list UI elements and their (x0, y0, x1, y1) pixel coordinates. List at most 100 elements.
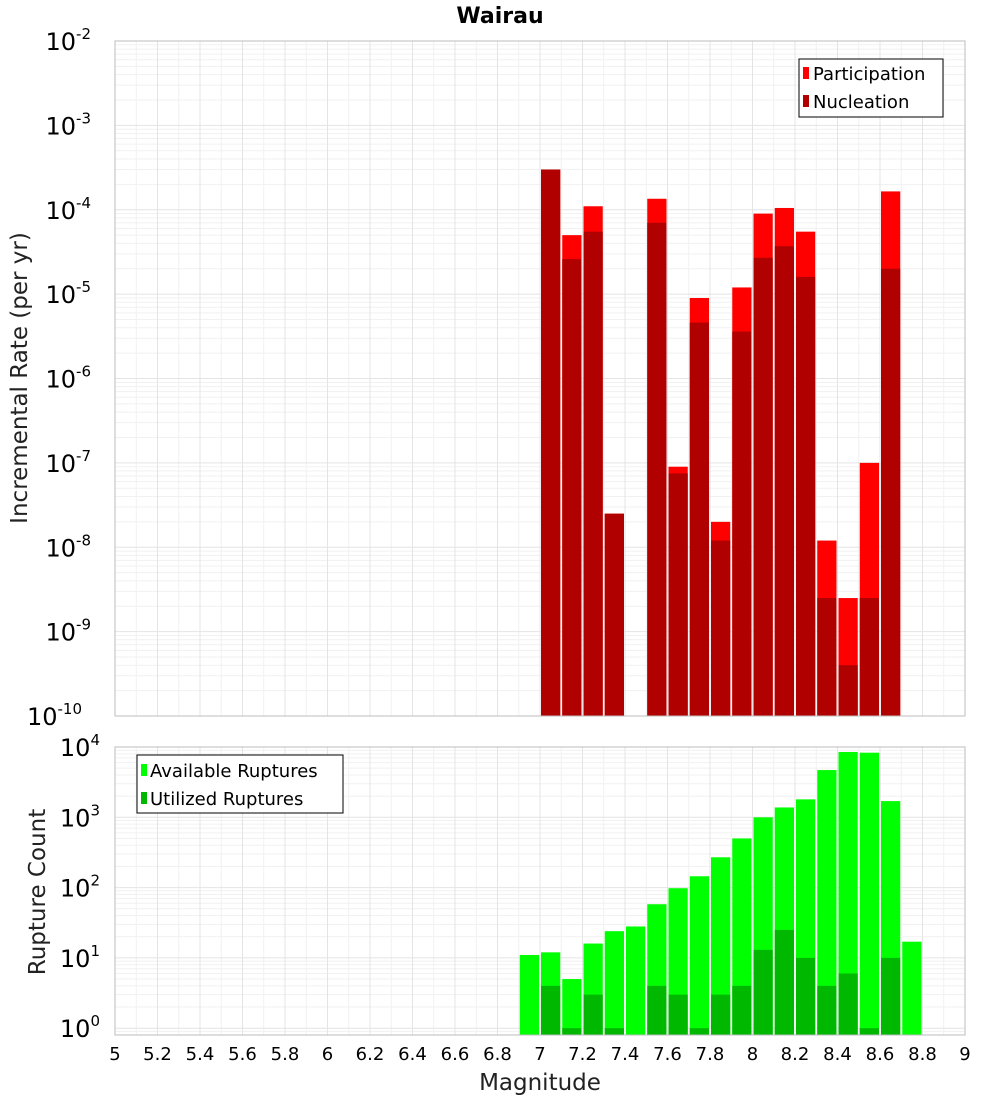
x-tick-label: 8 (747, 1044, 758, 1065)
legend-swatch-utilized (141, 792, 147, 804)
x-tick-label: 5 (109, 1044, 120, 1065)
utilized-ruptures-bar (604, 1028, 624, 1035)
utilized-ruptures-bar (838, 973, 858, 1035)
rate-y-tick-label: 10-10 (27, 700, 82, 731)
nucleation-bar (562, 259, 582, 716)
rate-y-tick-exponent: -7 (76, 447, 91, 465)
rate-y-tick-label: 10-4 (45, 194, 91, 225)
rate-y-tick-label: 10-8 (45, 531, 91, 562)
available-ruptures-bar (711, 857, 731, 1035)
nucleation-bar (668, 473, 688, 716)
utilized-ruptures-bar (881, 957, 901, 1035)
count-plot-frame (114, 746, 966, 1036)
utilized-ruptures-bar (562, 1028, 582, 1035)
count-y-tick-exponent: 2 (90, 872, 100, 890)
rate-y-tick-exponent: -4 (76, 194, 91, 212)
x-tick-label: 7.8 (696, 1044, 725, 1065)
count-bars (519, 751, 922, 1035)
x-tick-label: 6.2 (356, 1044, 385, 1065)
utilized-ruptures-bar (689, 1028, 709, 1035)
rate-y-tick-label: 10-7 (45, 447, 91, 478)
available-ruptures-bar (604, 931, 624, 1035)
nucleation-bar (774, 246, 794, 716)
x-tick-label: 6.8 (483, 1044, 512, 1065)
x-tick-label: 7.4 (611, 1044, 640, 1065)
nucleation-bar (711, 540, 731, 716)
count-legend-box (136, 754, 344, 814)
utilized-ruptures-bar (583, 994, 603, 1035)
available-ruptures-bar (859, 752, 879, 1035)
count-y-tick-exponent: 1 (90, 942, 100, 960)
utilized-ruptures-bar (817, 985, 837, 1035)
x-tick-label: 7.2 (568, 1044, 597, 1065)
x-tick-label: 6.4 (398, 1044, 427, 1065)
available-ruptures-bar (626, 926, 646, 1035)
legend-label-utilized: Utilized Ruptures (150, 789, 303, 810)
nucleation-bar (881, 268, 901, 716)
nucleation-bar (647, 222, 667, 716)
legend-label-nucleation: Nucleation (813, 92, 909, 113)
chart-title: Wairau (456, 4, 543, 29)
nucleation-bar (689, 322, 709, 716)
rate-legend: Participation Nucleation (798, 58, 944, 118)
count-legend: Available Ruptures Utilized Ruptures (136, 754, 344, 814)
count-y-tick-exponent: 4 (90, 731, 100, 749)
count-y-tick-label: 102 (60, 872, 100, 903)
utilized-ruptures-bar (774, 929, 794, 1035)
x-tick-label: 7.6 (653, 1044, 682, 1065)
rate-y-tick-exponent: -9 (76, 616, 91, 634)
rate-y-tick-label: 10-5 (45, 278, 91, 309)
utilized-ruptures-bar (753, 949, 773, 1035)
rate-legend-box (798, 58, 944, 118)
nucleation-bar (796, 276, 816, 716)
x-tick-label: 5.6 (228, 1044, 257, 1065)
legend-swatch-nucleation (803, 95, 809, 107)
x-tick-label: 8.4 (823, 1044, 852, 1065)
available-ruptures-bar (562, 979, 582, 1035)
available-ruptures-bar (519, 954, 539, 1035)
nucleation-bar (604, 513, 624, 716)
utilized-ruptures-bar (796, 957, 816, 1035)
nucleation-bar (753, 257, 773, 716)
rate-bars (541, 169, 901, 717)
x-tick-label: 8.6 (866, 1044, 895, 1065)
x-tick-label: 5.2 (143, 1044, 172, 1065)
count-y-tick-label: 101 (60, 942, 100, 973)
available-ruptures-bar (817, 770, 837, 1035)
available-ruptures-bar (689, 876, 709, 1035)
utilized-ruptures-bar (668, 994, 688, 1035)
rate-y-tick-exponent: -6 (76, 363, 91, 381)
rate-plot-frame (114, 40, 966, 717)
x-tick-label: 8.2 (781, 1044, 810, 1065)
rate-y-tick-exponent: -5 (76, 278, 91, 296)
legend-swatch-available (141, 764, 147, 776)
magnitude-x-ticks: 5 5.2 5.4 5.6 5.8 6 6.2 6.4 6.6 6.8 7 7.2 7.4 7.6 7.8 8… (109, 1044, 970, 1065)
count-y-tick-exponent: 3 (90, 801, 100, 819)
x-tick-label: 5.8 (271, 1044, 300, 1065)
nucleation-bar (838, 665, 858, 716)
rate-y-tick-exponent: -10 (58, 700, 83, 718)
rate-y-tick-label: 10-9 (45, 616, 91, 647)
rate-y-axis-label: Incremental Rate (per yr) (7, 232, 33, 524)
count-y-axis-label: Rupture Count (25, 809, 51, 975)
available-ruptures-bar (838, 751, 858, 1035)
nucleation-bar (859, 598, 879, 716)
nucleation-bar (817, 598, 837, 716)
rate-panel: 10-10 10-9 10-8 10-7 10-6 10-5 10-4 10-3 10-2 In… (7, 25, 966, 731)
utilized-ruptures-bar (732, 985, 752, 1035)
rate-y-tick-exponent: -3 (76, 109, 91, 127)
utilized-ruptures-bar (647, 985, 667, 1035)
nucleation-bar (732, 331, 752, 716)
x-tick-label: 6.6 (441, 1044, 470, 1065)
rate-y-tick-label: 10-2 (45, 25, 91, 56)
count-y-tick-label: 100 (60, 1012, 100, 1043)
count-y-tick-label: 104 (60, 731, 100, 762)
x-tick-label: 6 (322, 1044, 333, 1065)
count-y-tick-exponent: 0 (90, 1012, 100, 1030)
rate-y-tick-exponent: -2 (76, 25, 91, 43)
rate-y-ticks: 10-10 10-9 10-8 10-7 10-6 10-5 10-4 10-3 10-2 (27, 25, 91, 731)
rate-grid (114, 40, 966, 717)
count-y-tick-label: 103 (60, 801, 100, 832)
x-tick-label: 9 (959, 1044, 970, 1065)
rate-y-tick-label: 10-6 (45, 363, 91, 394)
